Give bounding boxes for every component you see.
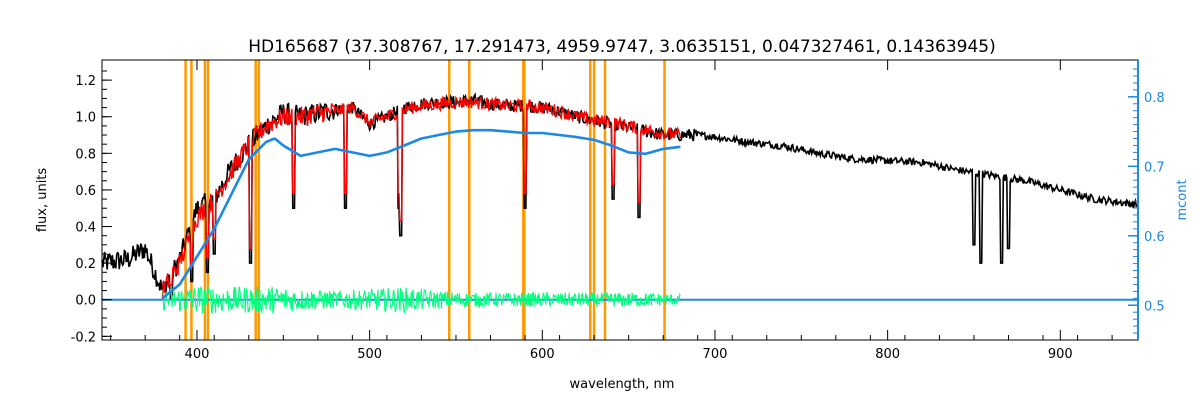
residual-line (161, 285, 681, 315)
y-tick-label: 0.8 (75, 147, 96, 162)
y-tick-label: 0.2 (75, 257, 96, 272)
y2-tick-label: 0.8 (1144, 91, 1165, 106)
y2-tick-label: 0.7 (1144, 160, 1165, 175)
y-tick-label: 1.0 (75, 111, 96, 126)
observed-spectrum-line (101, 92, 1139, 301)
y-tick-label: 0.6 (75, 184, 96, 199)
x-axis-label: wavelength, nm (570, 377, 675, 392)
y-axis-label: flux, units (35, 168, 50, 233)
x-tick-label: 800 (875, 347, 900, 362)
y2-tick-label: 0.5 (1144, 299, 1165, 314)
x-tick-label: 500 (357, 347, 382, 362)
x-tick-label: 600 (530, 347, 555, 362)
x-tick-label: 400 (185, 347, 210, 362)
chart-title: HD165687 (37.308767, 17.291473, 4959.974… (248, 37, 996, 57)
y-tick-label: -0.2 (71, 330, 96, 345)
continuum-line (161, 128, 681, 300)
model-spectrum-line (161, 95, 682, 300)
data-layer (101, 92, 1139, 315)
y-tick-label: 0.4 (75, 221, 96, 236)
y-tick-label: 0.0 (75, 294, 96, 309)
axes-layer: 400 500 600 700 800 900 -0.2 0.0 0.2 0.4 0.6 0.8 1.0… (71, 60, 1165, 362)
y-tick-label: 1.2 (75, 74, 96, 89)
y2-axis-label: mcont (1175, 179, 1190, 220)
x-tick-label: 900 (1048, 347, 1073, 362)
x-tick-label: 700 (703, 347, 728, 362)
y2-tick-label: 0.6 (1144, 230, 1165, 245)
